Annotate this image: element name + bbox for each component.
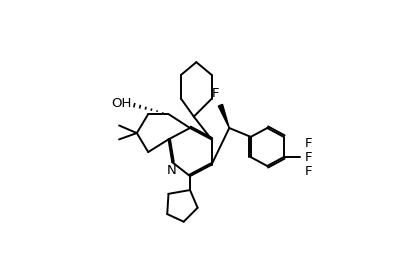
Text: OH: OH <box>111 98 132 110</box>
Text: N: N <box>167 164 177 177</box>
Text: F: F <box>212 87 219 100</box>
Text: F: F <box>305 137 312 150</box>
Text: F: F <box>305 151 312 164</box>
Text: F: F <box>305 165 312 178</box>
Polygon shape <box>218 104 229 128</box>
